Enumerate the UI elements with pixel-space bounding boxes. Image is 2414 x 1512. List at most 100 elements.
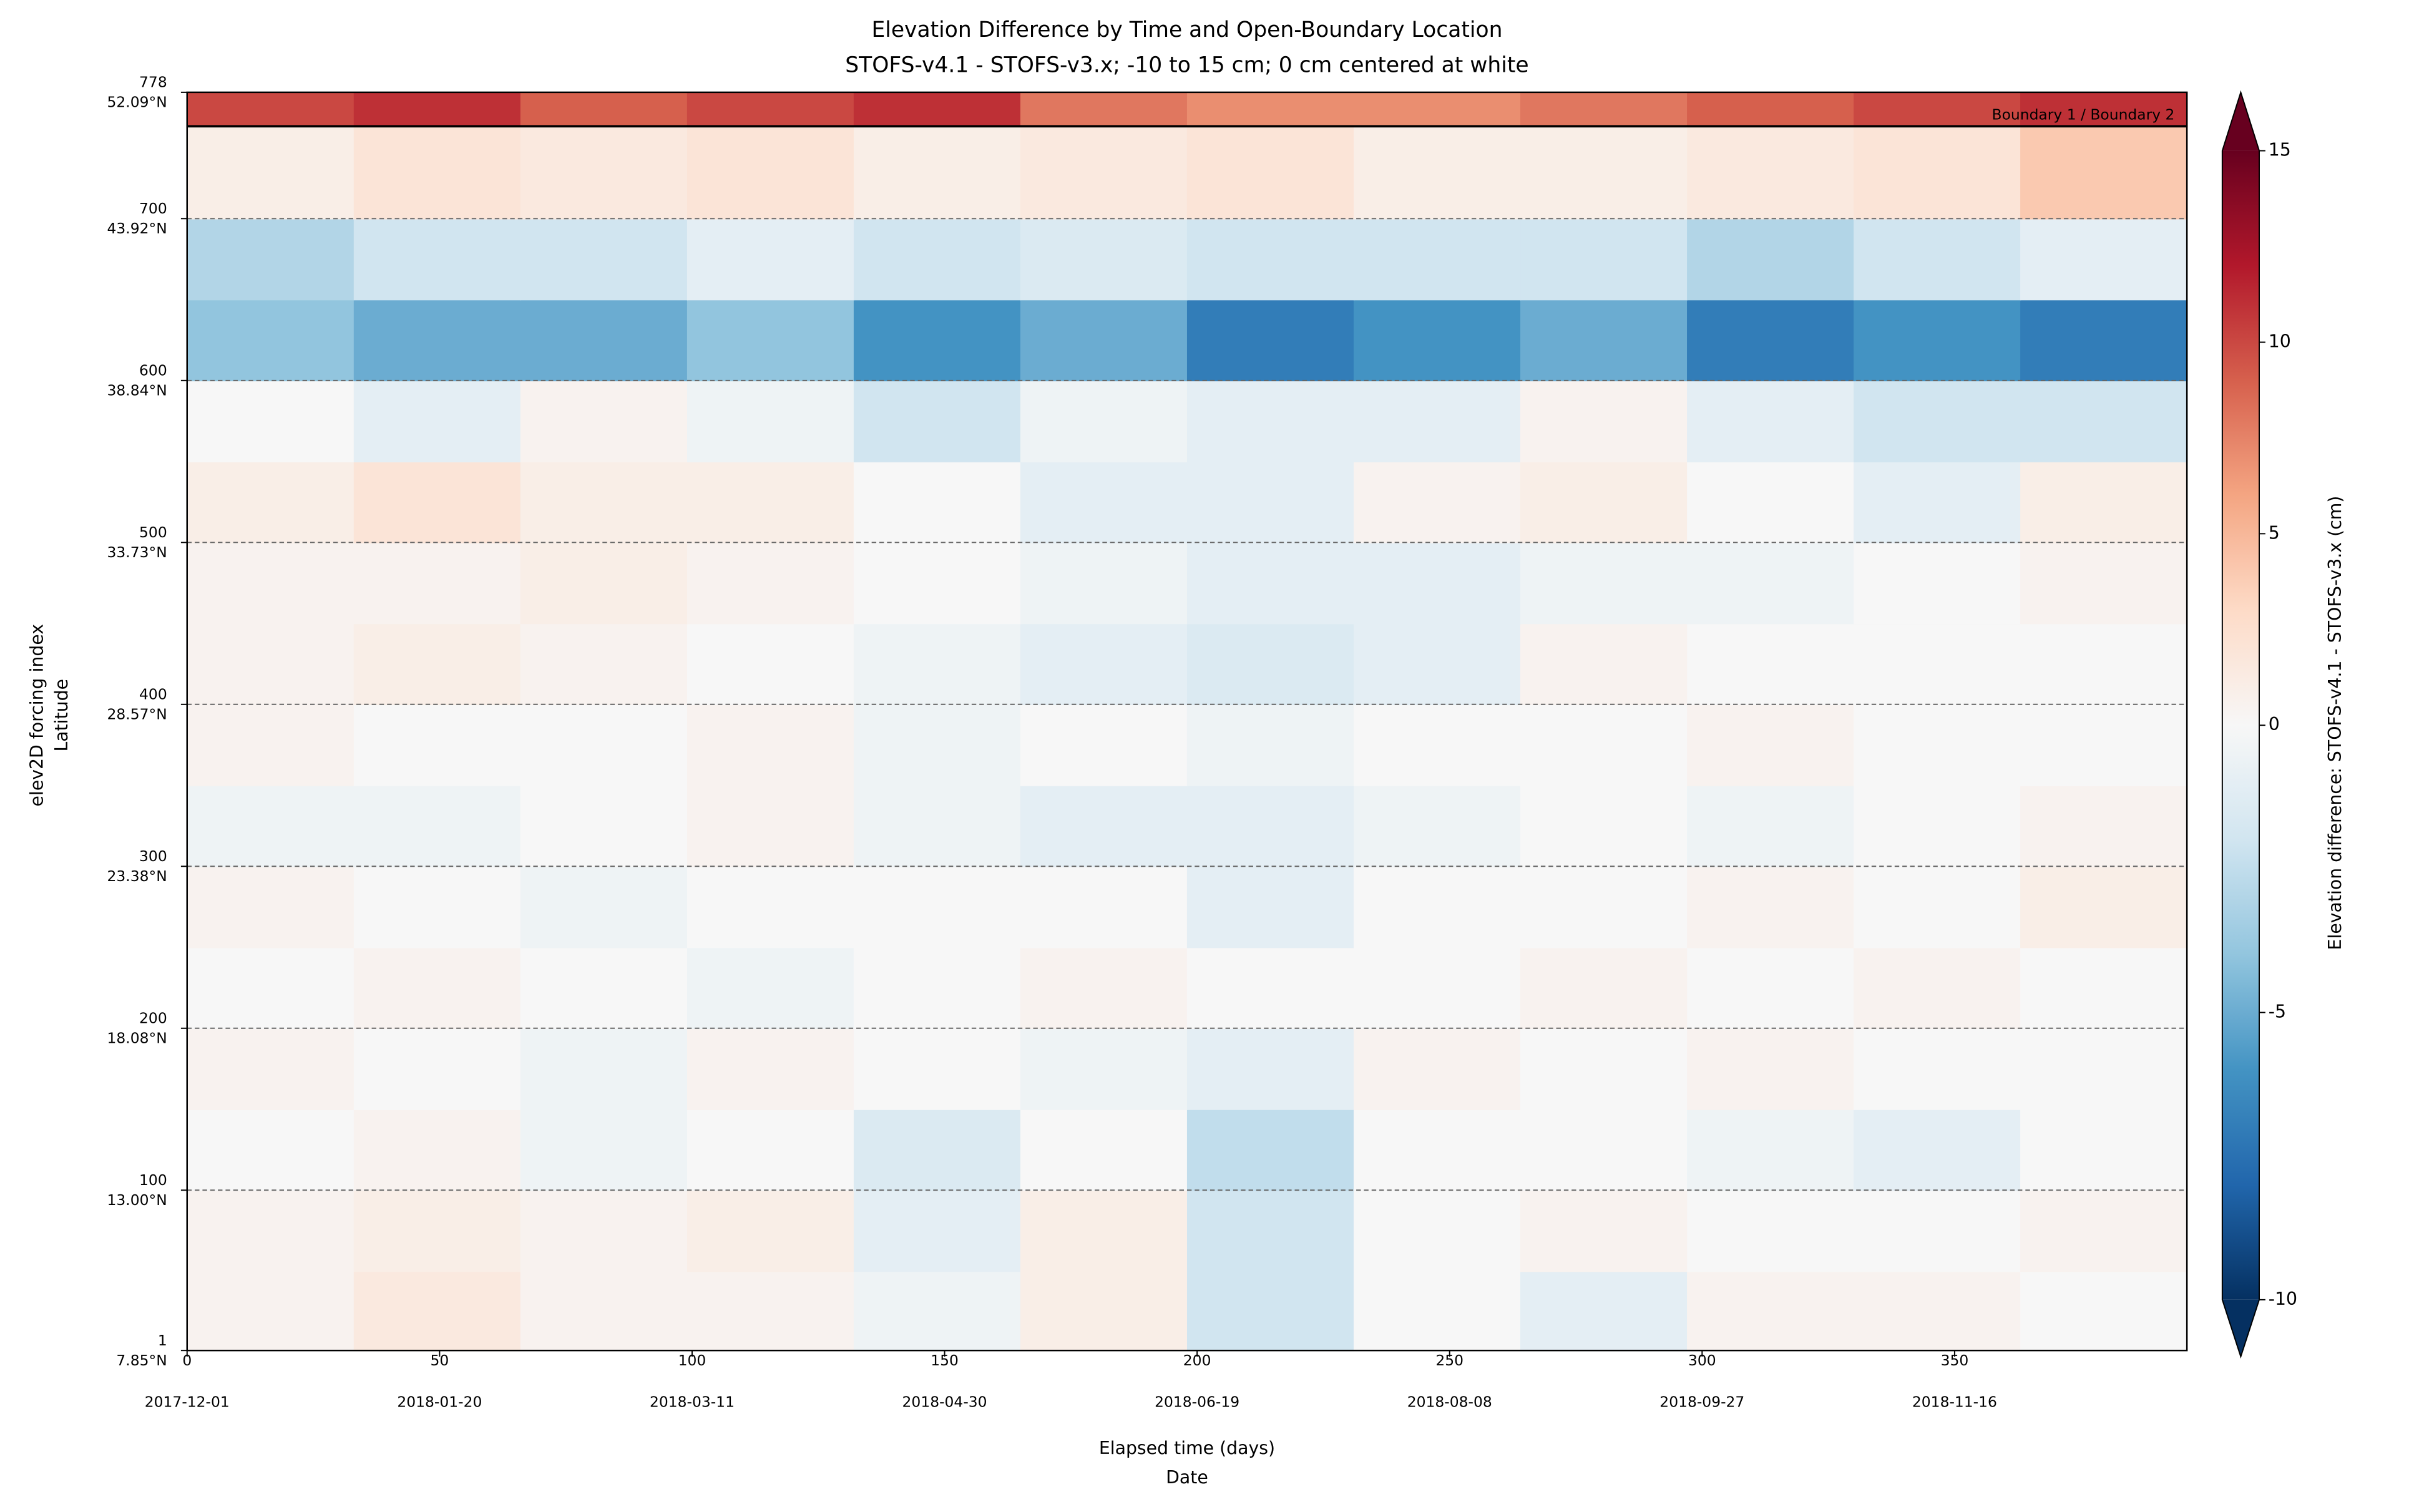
heatmap-cell — [1520, 866, 1688, 949]
heatmap-cell — [853, 218, 1022, 301]
heatmap-cell — [1353, 1028, 1522, 1110]
heatmap-cell — [1687, 218, 1855, 301]
heatmap-cell — [1687, 380, 1855, 462]
y-tick-label: 700 — [139, 200, 167, 217]
heatmap-cell — [853, 380, 1022, 462]
heatmap-cell — [1854, 1271, 2021, 1352]
heatmap-cell — [1854, 947, 2021, 1030]
heatmap-cell — [1186, 1271, 1355, 1352]
heatmap-cell — [687, 1271, 855, 1352]
heatmap-cell — [520, 1271, 688, 1352]
heatmap-cell — [2020, 300, 2188, 382]
heatmap-cell — [1687, 785, 1855, 867]
y-axis-label-2: Latitude — [51, 679, 72, 752]
boundary-annotation: Boundary 1 / Boundary 2 — [1992, 106, 2175, 124]
y-tick-latitude: 18.08°N — [107, 1030, 167, 1047]
colorbar — [2222, 150, 2259, 1300]
heatmap-cell — [1520, 461, 1688, 544]
heatmap-cell — [353, 126, 522, 220]
heatmap-cell — [1520, 218, 1688, 301]
heatmap-cell — [520, 380, 688, 462]
colorbar-tick-label: 5 — [2269, 522, 2280, 543]
y-tick-label: 400 — [139, 686, 167, 703]
heatmap-cell — [1353, 623, 1522, 706]
heatmap-cell — [687, 1028, 855, 1110]
heatmap-cell — [1353, 300, 1522, 382]
heatmap-cell — [520, 866, 688, 949]
heatmap-cell — [687, 380, 855, 462]
heatmap-cell — [1020, 866, 1188, 949]
heatmap-cell — [1186, 1190, 1355, 1272]
y-tick-label: 200 — [139, 1009, 167, 1027]
y-tick-latitude: 13.00°N — [107, 1191, 167, 1209]
heatmap-cell — [2020, 461, 2188, 544]
heatmap-cell — [1687, 947, 1855, 1030]
heatmap-cell — [687, 785, 855, 867]
heatmap-cell — [1854, 1190, 2021, 1272]
heatmap-cell — [187, 126, 355, 220]
heatmap-cell — [853, 1271, 1022, 1352]
y-tick-label: 778 — [139, 74, 167, 91]
heatmap-cell — [853, 542, 1022, 625]
heatmap-cell — [1687, 1190, 1855, 1272]
heatmap-cell — [853, 785, 1022, 867]
heatmap-cell — [1186, 785, 1355, 867]
y-tick-latitude: 43.92°N — [107, 220, 167, 237]
heatmap-cell — [1020, 947, 1188, 1030]
heatmap-cell — [1520, 1190, 1688, 1272]
heatmap-cell — [687, 300, 855, 382]
heatmap-cell — [1854, 380, 2021, 462]
x-tick-date: 2018-11-16 — [1912, 1393, 1997, 1410]
heatmap-cell — [853, 1109, 1022, 1191]
heatmap-cell — [187, 1109, 355, 1191]
heatmap-cell — [1353, 1271, 1522, 1352]
heatmap-cell — [1186, 866, 1355, 949]
heatmap-cell — [520, 92, 688, 127]
heatmap-cell — [1854, 704, 2021, 786]
heatmap-cell — [1520, 623, 1688, 706]
heatmap-cell — [1687, 623, 1855, 706]
heatmap-cell — [2020, 218, 2188, 301]
heatmap-cell — [1687, 92, 1855, 127]
y-tick-latitude: 28.57°N — [107, 706, 167, 723]
heatmap-cell — [1186, 947, 1355, 1030]
heatmap-cell — [187, 380, 355, 462]
heatmap-cell — [1186, 92, 1355, 127]
heatmap-cell — [1353, 542, 1522, 625]
heatmap-cell — [1353, 785, 1522, 867]
heatmap-cell — [353, 1028, 522, 1110]
heatmap-cell — [520, 542, 688, 625]
heatmap-cell — [1020, 461, 1188, 544]
x-tick-date: 2018-09-27 — [1659, 1393, 1744, 1410]
heatmap-cell — [520, 623, 688, 706]
x-tick-label: 0 — [182, 1352, 192, 1369]
heatmap-cell — [1520, 1271, 1688, 1352]
heatmap-cell — [1687, 1028, 1855, 1110]
x-tick-date: 2018-03-11 — [650, 1393, 735, 1410]
heatmap-cell — [1186, 542, 1355, 625]
heatmap-cell — [1020, 92, 1188, 127]
heatmap-cell — [1520, 380, 1688, 462]
heatmap-cell — [520, 126, 688, 220]
heatmap-cell — [1687, 704, 1855, 786]
heatmap-cell — [353, 947, 522, 1030]
heatmap-cell — [1186, 218, 1355, 301]
heatmap-cell — [353, 300, 522, 382]
heatmap-cell — [353, 1271, 522, 1352]
heatmap-cell — [687, 866, 855, 949]
heatmap-cell — [2020, 92, 2188, 127]
heatmap-cell — [187, 1190, 355, 1272]
heatmap-cell — [520, 218, 688, 301]
heatmap-cell — [1520, 542, 1688, 625]
heatmap-cell — [1520, 704, 1688, 786]
heatmap-cell — [187, 218, 355, 301]
heatmap-cell — [1020, 1109, 1188, 1191]
heatmap-cell — [1020, 704, 1188, 786]
heatmap-cell — [853, 1190, 1022, 1272]
colorbar-tick-label: -10 — [2269, 1289, 2297, 1309]
heatmap-cell — [187, 92, 355, 127]
heatmap-cell — [1186, 300, 1355, 382]
chart-title: Elevation Difference by Time and Open-Bo… — [871, 17, 1502, 42]
heatmap-cell — [1854, 1109, 2021, 1191]
heatmap-cell — [1520, 947, 1688, 1030]
